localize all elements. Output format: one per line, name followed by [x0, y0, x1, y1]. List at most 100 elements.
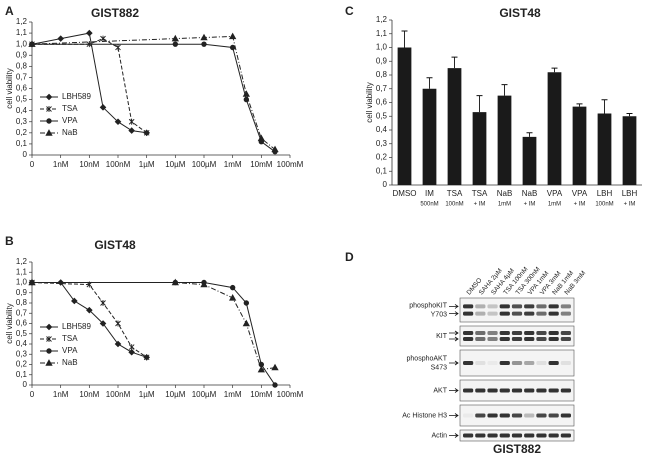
marker	[242, 319, 250, 327]
series-line	[31, 282, 147, 358]
band	[536, 388, 547, 393]
x-tick-label: 1µM	[139, 160, 155, 169]
marker	[28, 40, 36, 47]
bar	[497, 95, 512, 185]
x-tick-label: 0	[30, 160, 35, 169]
band	[487, 388, 498, 393]
chart-title: GIST882	[91, 6, 139, 20]
y-tick-label: 0,6	[376, 98, 388, 107]
x-tick-label: 0	[30, 390, 35, 399]
marker	[46, 336, 52, 342]
marker	[272, 382, 278, 388]
x-tick-label: 10µM	[165, 390, 186, 399]
marker	[171, 34, 179, 42]
y-tick-label: 1,2	[16, 257, 28, 266]
y-tick-label: 0,1	[376, 166, 388, 175]
error-bar	[626, 113, 633, 117]
band	[499, 311, 510, 316]
row-arrow	[449, 311, 459, 316]
y-tick-label: 0,2	[16, 128, 28, 137]
band	[548, 304, 559, 309]
band	[548, 337, 559, 341]
y-tick-label: 1,1	[16, 267, 28, 276]
legend-label: VPA	[62, 116, 78, 125]
marker	[114, 340, 122, 348]
band	[487, 311, 498, 316]
band	[524, 311, 535, 316]
band	[536, 331, 547, 335]
band	[560, 433, 571, 438]
band	[511, 361, 523, 365]
x-tick-sublabel: + IM	[524, 202, 536, 208]
band	[475, 433, 486, 438]
x-tick-label: 100mM	[277, 390, 304, 399]
marker	[100, 300, 106, 306]
band	[487, 413, 498, 418]
band	[487, 361, 498, 365]
x-tick-label: 10mM	[250, 390, 273, 399]
bar	[422, 88, 437, 185]
legend-label: LBH589	[62, 92, 91, 101]
marker	[271, 363, 279, 371]
x-tick-label: 100nM	[106, 390, 131, 399]
band	[524, 388, 535, 393]
legend-label: TSA	[62, 334, 78, 343]
marker	[143, 129, 150, 136]
x-tick-label: 10nM	[79, 160, 99, 169]
marker	[115, 44, 121, 51]
band	[487, 331, 498, 335]
y-tick-label: 1,2	[16, 17, 28, 26]
marker	[46, 106, 52, 112]
x-tick-label: NaB	[522, 189, 538, 198]
marker	[114, 118, 122, 126]
marker	[200, 33, 208, 41]
bar	[597, 113, 612, 185]
band	[463, 337, 474, 341]
y-tick-label: 1,1	[16, 28, 28, 37]
y-tick-label: 0,2	[376, 153, 388, 162]
row-label: S473	[431, 364, 447, 371]
band	[475, 413, 486, 418]
bar	[447, 68, 462, 185]
y-tick-label: 1,0	[376, 43, 388, 52]
band	[463, 331, 474, 335]
band	[524, 433, 535, 438]
marker	[45, 93, 53, 101]
band	[475, 304, 486, 309]
y-tick-label: 0,9	[376, 56, 388, 65]
y-tick-label: 0	[383, 180, 388, 189]
band	[475, 311, 486, 316]
marker	[229, 32, 237, 40]
x-tick-label: LBH	[622, 189, 638, 198]
y-tick-label: 0,3	[16, 349, 28, 358]
y-tick-label: 1,0	[16, 278, 28, 287]
x-tick-label: VPA	[547, 189, 563, 198]
y-axis-label: cell viability	[5, 68, 14, 108]
error-bar	[576, 103, 583, 107]
row-arrow	[449, 304, 459, 309]
band	[536, 311, 547, 316]
band	[560, 337, 571, 341]
row-arrow	[449, 330, 459, 336]
band	[487, 337, 498, 341]
band	[560, 361, 571, 365]
y-tick-label: 0,8	[376, 70, 388, 79]
band	[548, 388, 559, 393]
x-tick-sublabel: 100nM	[445, 202, 463, 208]
y-tick-label: 0,7	[16, 73, 28, 82]
blot-box	[459, 297, 575, 323]
y-tick-label: 0,5	[16, 95, 28, 104]
y-tick-label: 0,1	[16, 139, 28, 148]
y-tick-label: 0,4	[16, 339, 28, 348]
row-arrow	[449, 336, 459, 342]
series-line	[31, 32, 147, 134]
x-tick-label: 100mM	[277, 160, 304, 169]
x-tick-sublabel: + IM	[624, 202, 636, 208]
x-tick-label: 10nM	[79, 390, 99, 399]
legend-label: NaB	[62, 128, 78, 137]
x-tick-label: 10µM	[165, 160, 186, 169]
x-tick-label: 1nM	[53, 160, 69, 169]
band	[475, 337, 486, 341]
